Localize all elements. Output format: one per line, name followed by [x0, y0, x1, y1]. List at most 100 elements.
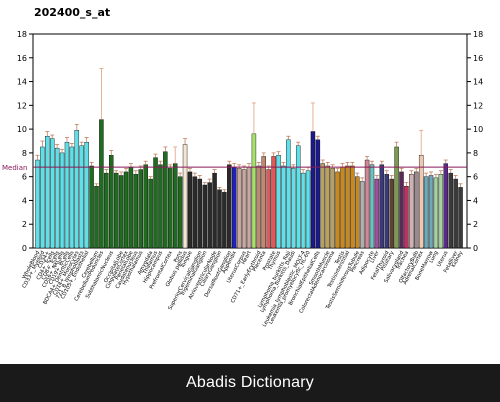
- y-tick-label-left: 14: [17, 78, 27, 87]
- bar: [163, 151, 168, 249]
- bar: [133, 174, 139, 249]
- bar: [453, 178, 458, 249]
- bar: [64, 141, 70, 249]
- bar: [409, 174, 414, 249]
- x-tick-label: Pons: [173, 250, 184, 264]
- bar-chart: 0 0 2 2 4 4 6 6 8 8 10 10 12 12 14 14 16 16 18 18 Median Wh…: [2, 30, 483, 328]
- watermark-footer: Abadis Dictionary: [0, 364, 500, 402]
- bar: [246, 166, 252, 249]
- bar: [458, 187, 463, 249]
- axes: 0 0 2 2 4 4 6 6 8 8 10 10 12 12 14 14 16 16 18 18: [17, 30, 483, 253]
- y-tick-label-left: 4: [22, 196, 27, 205]
- x-tick-label: Lung: [428, 250, 439, 264]
- bar: [182, 144, 188, 249]
- bar: [104, 172, 109, 249]
- bar: [123, 171, 129, 249]
- bar: [168, 168, 173, 249]
- median-line-group: Median: [2, 164, 467, 172]
- bar: [158, 164, 163, 249]
- category-labels: WholeBloodCD33+_MyeloidCD34+CD4+_TcellsC…: [21, 249, 464, 328]
- bar: [335, 171, 340, 249]
- y-tick-label-right: 12: [473, 101, 483, 110]
- bar: [153, 157, 158, 249]
- bar: [251, 133, 257, 249]
- y-tick-label-right: 4: [473, 196, 478, 205]
- bar: [94, 185, 99, 249]
- bar: [197, 178, 203, 249]
- bar: [79, 145, 84, 249]
- y-tick-label-left: 2: [22, 220, 27, 229]
- bar: [232, 166, 237, 249]
- bar: [389, 178, 394, 249]
- bar: [384, 174, 389, 249]
- bar: [138, 169, 143, 249]
- y-tick-label-left: 12: [17, 101, 27, 110]
- bar: [207, 182, 212, 249]
- y-tick-label-left: 18: [17, 30, 27, 39]
- bar: [256, 165, 262, 249]
- bar: [217, 189, 222, 249]
- bar: [374, 178, 380, 249]
- bar: [202, 184, 207, 249]
- y-tick-label-right: 8: [473, 149, 478, 158]
- bar: [84, 141, 89, 249]
- bars: [35, 119, 463, 249]
- bar: [379, 164, 385, 249]
- bar: [276, 155, 281, 249]
- bar: [148, 178, 153, 249]
- bar: [295, 145, 301, 249]
- bar: [192, 176, 198, 249]
- bar: [359, 181, 365, 249]
- chart-title: 202400_s_at: [34, 6, 111, 19]
- bar: [222, 191, 227, 249]
- bar: [355, 176, 360, 249]
- bar: [364, 159, 370, 249]
- bar: [423, 176, 429, 249]
- bar: [40, 146, 45, 249]
- bar: [305, 170, 311, 249]
- bar: [177, 176, 183, 249]
- bar: [271, 156, 276, 249]
- bar: [394, 146, 399, 249]
- watermark-text: Abadis Dictionary: [186, 374, 314, 391]
- bar: [325, 165, 330, 249]
- bar: [310, 131, 316, 249]
- bar: [113, 172, 119, 249]
- bar: [369, 164, 375, 249]
- y-tick-label-right: 6: [473, 173, 478, 182]
- bar: [281, 165, 286, 249]
- bar: [118, 175, 124, 249]
- bar: [35, 159, 40, 249]
- bar: [69, 146, 75, 249]
- y-tick-label-right: 0: [473, 244, 478, 253]
- bar: [187, 171, 193, 249]
- bar: [236, 168, 242, 249]
- bar: [448, 172, 453, 249]
- bar: [330, 168, 335, 249]
- bar: [74, 130, 80, 249]
- y-tick-label-right: 10: [473, 125, 483, 134]
- bar: [89, 165, 94, 249]
- bar: [241, 169, 247, 249]
- bar: [345, 165, 350, 249]
- bar: [291, 168, 296, 249]
- bar: [300, 172, 306, 249]
- bar: [54, 147, 60, 249]
- bar: [428, 175, 434, 249]
- y-tick-label-right: 2: [473, 220, 478, 229]
- y-tick-label-right: 14: [473, 78, 483, 87]
- bar: [320, 163, 326, 249]
- bar: [433, 177, 439, 249]
- x-tick-label: Liver: [369, 249, 381, 264]
- bar: [443, 163, 448, 249]
- y-tick-label-left: 0: [22, 244, 27, 253]
- chart-area: 202400_s_at 0 0 2 2 4 4 6 6 8 8 10 10 12 12 14 14 16 16 18…: [2, 6, 484, 329]
- y-tick-label-left: 16: [17, 54, 27, 63]
- bar: [340, 166, 345, 249]
- bar: [418, 155, 424, 249]
- bar: [50, 138, 55, 249]
- bar: [286, 139, 291, 249]
- bar: [350, 165, 355, 249]
- bar: [315, 139, 321, 249]
- bar: [128, 166, 134, 249]
